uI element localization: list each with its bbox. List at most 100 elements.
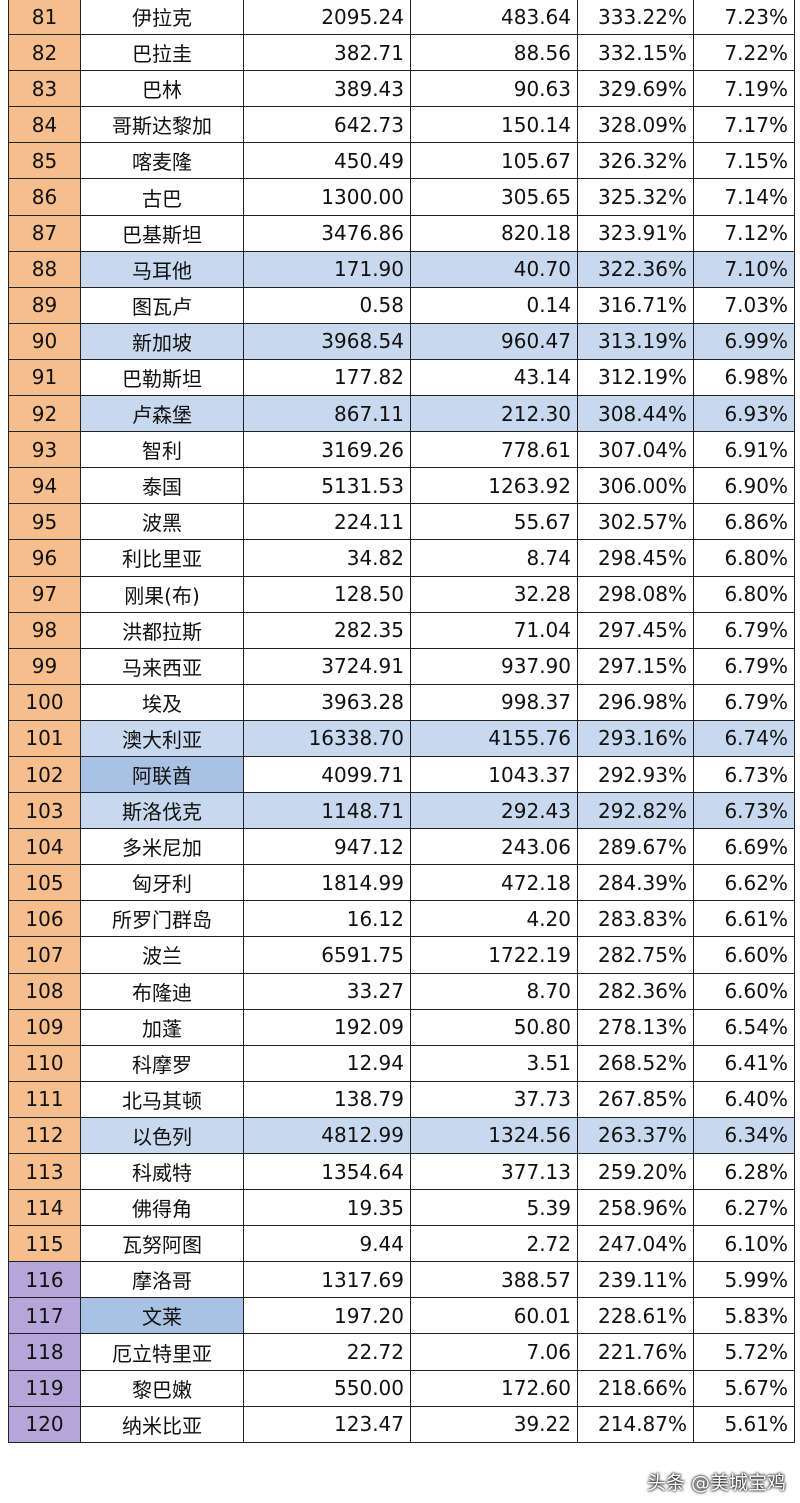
country-cell: 所罗门群岛 [80,900,244,938]
value-cell: 128.50 [243,575,411,613]
value-cell: 867.11 [243,395,411,433]
percent-cell: 6.69% [693,828,795,866]
value-cell: 1300.00 [243,178,411,216]
table-row: 113 科威特 1354.64 377.13 259.20% 6.28% [8,1152,795,1191]
percent-cell: 214.87% [577,1405,694,1443]
value-cell: 3169.26 [243,431,411,469]
percent-cell: 259.20% [577,1152,694,1191]
value-cell: 71.04 [410,611,578,649]
value-cell: 22.72 [243,1333,411,1371]
country-cell: 科摩罗 [80,1044,244,1082]
value-cell: 778.61 [410,431,578,469]
value-cell: 4155.76 [410,719,578,757]
percent-cell: 6.54% [693,1008,795,1046]
table-row: 87 巴基斯坦 3476.86 820.18 323.91% 7.12% [8,214,795,252]
percent-cell: 6.60% [693,936,795,974]
percent-cell: 268.52% [577,1044,694,1082]
value-cell: 212.30 [410,395,578,433]
percent-cell: 263.37% [577,1116,694,1155]
table-row: 120 纳米比亚 123.47 39.22 214.87% 5.61% [8,1405,795,1443]
value-cell: 550.00 [243,1369,411,1407]
percent-cell: 6.90% [693,467,795,505]
rank-cell: 118 [8,1333,81,1371]
rank-cell: 91 [8,358,81,397]
value-cell: 90.63 [410,70,578,108]
rank-cell: 100 [8,683,81,721]
country-cell: 瓦努阿图 [80,1225,244,1263]
country-cell: 巴拉圭 [80,34,244,72]
value-cell: 9.44 [243,1225,411,1263]
value-cell: 820.18 [410,214,578,252]
country-cell: 刚果(布) [80,575,244,613]
table-row: 104 多米尼加 947.12 243.06 289.67% 6.69% [8,828,795,866]
table-row: 100 埃及 3963.28 998.37 296.98% 6.79% [8,683,795,721]
value-cell: 1722.19 [410,936,578,974]
percent-cell: 289.67% [577,828,694,866]
rank-cell: 82 [8,34,81,72]
value-cell: 40.70 [410,250,578,288]
rank-cell: 112 [8,1116,81,1155]
country-cell: 洪都拉斯 [80,611,244,649]
table-row: 103 斯洛伐克 1148.71 292.43 292.82% 6.73% [8,792,795,830]
value-cell: 1354.64 [243,1152,411,1191]
rank-cell: 111 [8,1080,81,1118]
country-cell: 文莱 [80,1297,244,1335]
rank-cell: 81 [8,0,81,36]
country-cell: 多米尼加 [80,828,244,866]
value-cell: 282.35 [243,611,411,649]
percent-cell: 6.80% [693,539,795,577]
country-cell: 伊拉克 [80,0,244,36]
rank-cell: 83 [8,70,81,108]
value-cell: 177.82 [243,358,411,397]
percent-cell: 6.28% [693,1152,795,1191]
value-cell: 1263.92 [410,467,578,505]
percent-cell: 221.76% [577,1333,694,1371]
table-row: 101 澳大利亚 16338.70 4155.76 293.16% 6.74% [8,719,795,757]
country-cell: 北马其顿 [80,1080,244,1118]
percent-cell: 296.98% [577,683,694,721]
percent-cell: 333.22% [577,0,694,36]
rank-cell: 116 [8,1261,81,1299]
value-cell: 7.06 [410,1333,578,1371]
percent-cell: 7.17% [693,106,795,144]
rank-cell: 84 [8,106,81,144]
table-row: 88 马耳他 171.90 40.70 322.36% 7.10% [8,250,795,288]
percent-cell: 5.99% [693,1261,795,1299]
percent-cell: 6.40% [693,1080,795,1118]
table-row: 97 刚果(布) 128.50 32.28 298.08% 6.80% [8,575,795,613]
table-row: 84 哥斯达黎加 642.73 150.14 328.09% 7.17% [8,106,795,144]
percent-cell: 5.61% [693,1405,795,1443]
value-cell: 16.12 [243,900,411,938]
country-cell: 阿联酋 [80,755,244,794]
value-cell: 2.72 [410,1225,578,1263]
value-cell: 937.90 [410,647,578,685]
percent-cell: 247.04% [577,1225,694,1263]
table-row: 93 智利 3169.26 778.61 307.04% 6.91% [8,431,795,469]
percent-cell: 6.91% [693,431,795,469]
value-cell: 8.70 [410,972,578,1010]
percent-cell: 326.32% [577,142,694,180]
value-cell: 3724.91 [243,647,411,685]
percent-cell: 7.15% [693,142,795,180]
value-cell: 3968.54 [243,322,411,360]
value-cell: 1148.71 [243,792,411,830]
value-cell: 19.35 [243,1189,411,1227]
percent-cell: 267.85% [577,1080,694,1118]
value-cell: 55.67 [410,503,578,541]
value-cell: 1324.56 [410,1116,578,1155]
value-cell: 8.74 [410,539,578,577]
country-cell: 古巴 [80,178,244,216]
country-cell: 斯洛伐克 [80,792,244,830]
table-row: 115 瓦努阿图 9.44 2.72 247.04% 6.10% [8,1225,795,1263]
rank-cell: 109 [8,1008,81,1046]
rank-cell: 107 [8,936,81,974]
rank-cell: 94 [8,467,81,505]
rank-cell: 110 [8,1044,81,1082]
percent-cell: 282.75% [577,936,694,974]
percent-cell: 6.79% [693,683,795,721]
rank-cell: 117 [8,1297,81,1335]
percent-cell: 6.27% [693,1189,795,1227]
table-row: 105 匈牙利 1814.99 472.18 284.39% 6.62% [8,864,795,902]
value-cell: 1317.69 [243,1261,411,1299]
